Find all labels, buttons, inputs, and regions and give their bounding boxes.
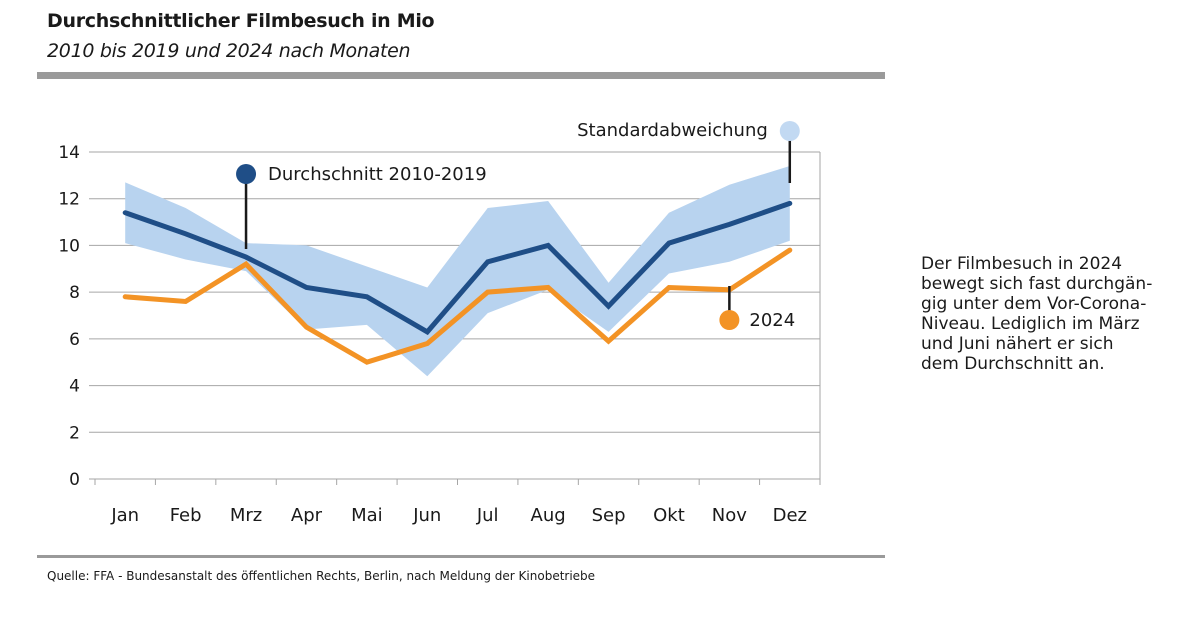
x-tick-label: Okt	[653, 505, 685, 526]
average-legend-label: Durchschnitt 2010-2019	[268, 164, 487, 185]
y2024-legend-marker	[719, 310, 740, 330]
y-tick-label: 4	[69, 377, 80, 397]
commentary-line: dem Durchschnitt an.	[921, 354, 1105, 374]
commentary-line: und Juni nähert er sich	[921, 334, 1114, 354]
commentary-line: gig unter dem Vor-Corona-	[921, 294, 1147, 314]
y-tick-label: 0	[69, 470, 80, 490]
x-tick-label: Apr	[291, 505, 323, 526]
y2024-legend-label: 2024	[749, 310, 795, 331]
commentary-line: Niveau. Lediglich im März	[921, 314, 1140, 334]
chart-title: Durchschnittlicher Filmbesuch in Mio	[47, 10, 435, 32]
x-tick-label: Sep	[592, 505, 626, 526]
band-legend-label: Standardabweichung	[577, 120, 768, 141]
std-deviation-band	[125, 166, 790, 377]
y-tick-label: 12	[58, 190, 80, 210]
y-tick-label: 2	[69, 423, 80, 443]
y-tick-label: 14	[58, 143, 80, 163]
x-tick-label: Nov	[712, 505, 747, 526]
x-tick-label: Aug	[531, 505, 566, 526]
x-tick-label: Jan	[110, 505, 139, 526]
commentary-line: Der Filmbesuch in 2024	[921, 254, 1123, 274]
chart-subtitle: 2010 bis 2019 und 2024 nach Monaten	[47, 40, 411, 62]
band-legend-marker	[779, 121, 800, 141]
top-rule	[37, 72, 885, 79]
commentary-line: bewegt sich fast durchgän-	[921, 274, 1153, 294]
source-note: Quelle: FFA - Bundesanstalt des öffentli…	[47, 569, 596, 583]
x-tick-label: Dez	[773, 505, 807, 526]
x-tick-label: Jul	[476, 505, 499, 526]
x-tick-label: Feb	[170, 505, 202, 526]
average-legend-marker	[236, 164, 257, 184]
series-line-average	[122, 200, 793, 336]
x-tick-label: Mai	[351, 505, 383, 526]
x-tick-label: Jun	[412, 505, 441, 526]
chart-commentary: Der Filmbesuch in 2024 bewegt sich fast …	[921, 254, 1161, 374]
y-tick-label: 6	[69, 330, 80, 350]
y-tick-label: 8	[69, 283, 80, 303]
series-line-2024	[122, 247, 793, 365]
x-tick-label: Mrz	[230, 505, 262, 526]
bottom-rule	[37, 555, 885, 558]
y-tick-label: 10	[58, 236, 80, 256]
